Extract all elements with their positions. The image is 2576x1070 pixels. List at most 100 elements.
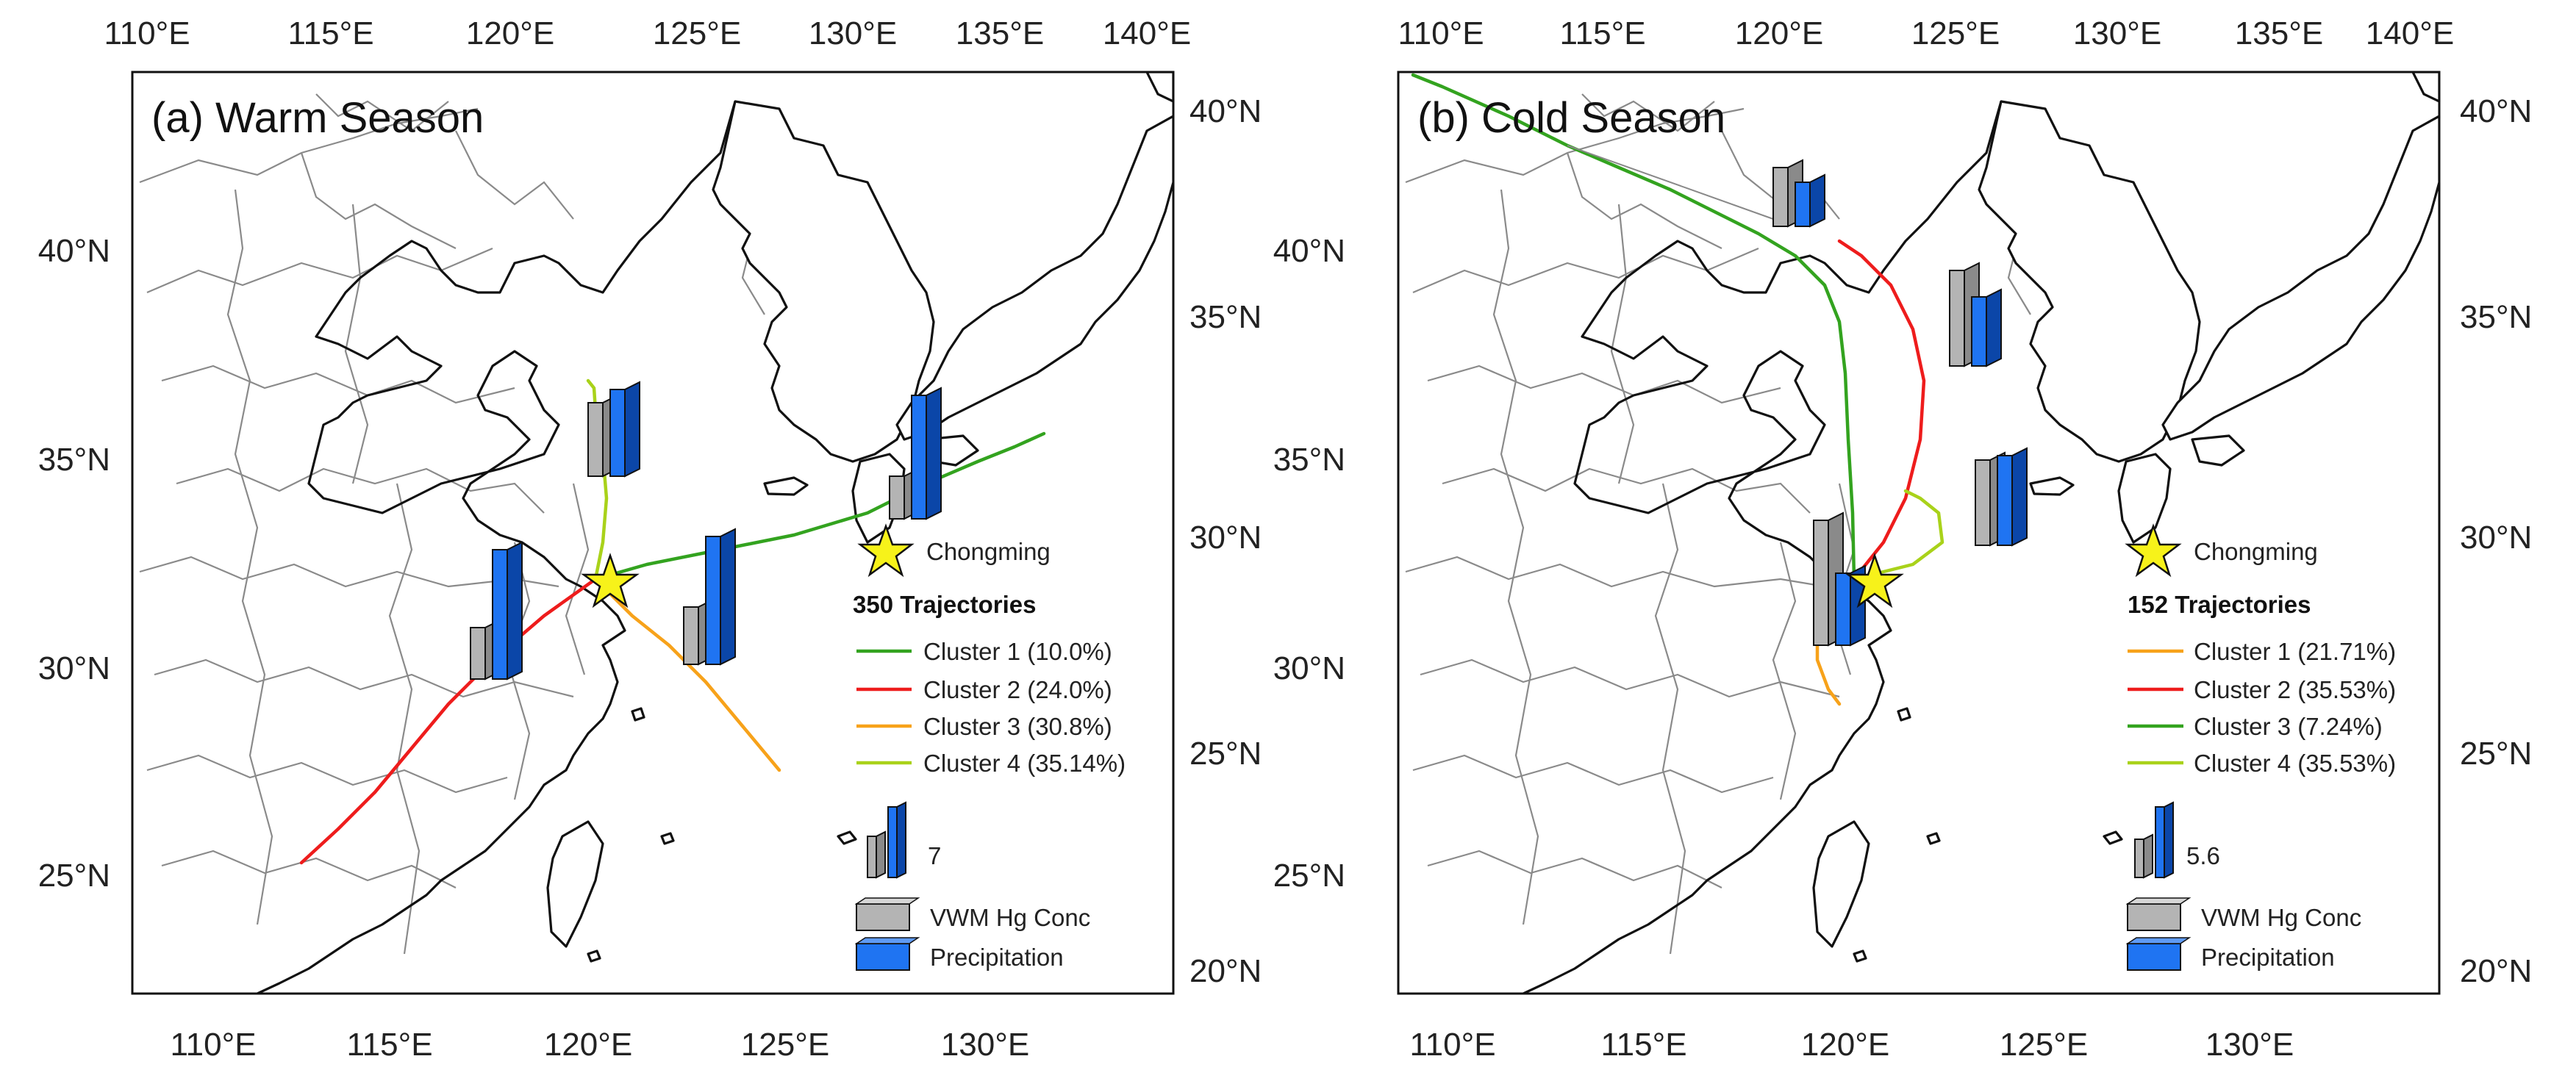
top-tick-120e-b: 120°E <box>1735 15 1823 51</box>
trajectory-count-b: 152 Trajectories <box>2128 591 2311 618</box>
map-frame-b: Chongming 152 Trajectories Cluster 1 (21… <box>1404 72 2439 994</box>
top-tick-135e: 135°E <box>956 15 1044 51</box>
top-tick-115e-b: 115°E <box>1559 15 1645 51</box>
legend-scale-bars-b <box>2134 801 2174 879</box>
bottom-tick-110e-b: 110°E <box>1409 1027 1495 1063</box>
scale-label: 7 <box>928 842 941 869</box>
left-tick-35n: 35°N <box>38 442 110 478</box>
bar-pair-cluster-1 <box>889 387 942 520</box>
legend-swatch-conc <box>856 903 910 931</box>
legend-label-cluster-4-b: Cluster 4 (35.53%) <box>2194 750 2396 777</box>
legend-swatch-conc-b <box>2127 903 2181 931</box>
trajectory-cluster-2 <box>299 577 598 865</box>
panel-title-a: (a) Warm Season <box>151 94 484 142</box>
top-tick-130e: 130°E <box>809 15 897 51</box>
map-border-b <box>1397 71 2441 995</box>
left-tick-30n-b: 30°N <box>1273 650 1345 686</box>
right-tick-30n: 30°N <box>1189 520 1262 556</box>
bottom-tick-130e: 130°E <box>941 1027 1029 1063</box>
right-tick-35n-b: 35°N <box>2460 299 2532 335</box>
legend-star-icon-b <box>2125 523 2182 578</box>
legend-label-conc-b: VWM Hg Conc <box>2201 904 2361 931</box>
panel-title-b: (b) Cold Season <box>1417 94 1725 142</box>
trajectory-cluster-4 <box>1852 489 1944 581</box>
legend-swatch-precip <box>856 943 910 971</box>
top-tick-140e-b: 140°E <box>2366 15 2454 51</box>
right-tick-20n: 20°N <box>1189 953 1262 989</box>
legend-label-cluster-1: Cluster 1 (10.0%) <box>923 638 1112 665</box>
trajectory-count: 350 Trajectories <box>853 591 1037 618</box>
top-tick-120e: 120°E <box>466 15 554 51</box>
map-border-a <box>131 71 1175 995</box>
left-tick-25n-b: 25°N <box>1273 858 1345 894</box>
legend-scale-bars <box>867 801 906 879</box>
right-tick-25n: 25°N <box>1189 736 1262 772</box>
right-latitude-axis: 40°N 35°N 30°N 25°N 20°N <box>1189 93 1262 989</box>
legend-label-cluster-2: Cluster 2 (24.0%) <box>923 676 1112 703</box>
right-tick-20n-b: 20°N <box>2460 953 2532 989</box>
top-longitude-axis: 110°E 115°E 120°E 125°E 130°E 135°E 140°… <box>104 15 1191 51</box>
right-tick-30n-b: 30°N <box>2460 520 2532 556</box>
legend-star-icon <box>857 523 915 578</box>
left-latitude-axis-b: 40°N 35°N 30°N 25°N <box>1273 233 1345 894</box>
panel-warm-season: 110°E 115°E 120°E 125°E 130°E 135°E 140°… <box>38 15 1262 1063</box>
bottom-tick-120e: 120°E <box>544 1027 632 1063</box>
bottom-tick-115e: 115°E <box>346 1027 432 1063</box>
trajectory-cluster-1 <box>593 431 1046 581</box>
bottom-longitude-axis-b: 110°E 115°E 120°E 125°E 130°E <box>1409 1027 2294 1063</box>
legend-label-cluster-3: Cluster 3 (30.8%) <box>923 713 1112 740</box>
top-tick-110e: 110°E <box>104 15 190 51</box>
bar-pair-cluster-3 <box>1772 159 1825 228</box>
bottom-tick-125e-b: 125°E <box>2000 1027 2088 1063</box>
bar-pair-cluster-3 <box>683 528 736 666</box>
legend-label-cluster-2-b: Cluster 2 (35.53%) <box>2194 676 2396 703</box>
legend-label-cluster-1-b: Cluster 1 (21.71%) <box>2194 638 2396 665</box>
top-tick-130e-b: 130°E <box>2073 15 2161 51</box>
bottom-tick-130e-b: 130°E <box>2205 1027 2294 1063</box>
legend-label-cluster-4: Cluster 4 (35.14%) <box>923 750 1126 777</box>
panel-cold-season: 110°E 115°E 120°E 125°E 130°E 135°E 140°… <box>1273 15 2533 1063</box>
left-tick-40n: 40°N <box>38 233 110 269</box>
bottom-tick-110e: 110°E <box>170 1027 256 1063</box>
left-tick-25n: 25°N <box>38 858 110 894</box>
site-label: Chongming <box>926 538 1051 565</box>
right-latitude-axis-b: 40°N 35°N 30°N 25°N 20°N <box>2460 93 2532 989</box>
legend-swatch-precip-b <box>2127 943 2181 971</box>
trajectory-cluster-2 <box>1837 239 1926 581</box>
legend-b: Chongming 152 Trajectories Cluster 1 (21… <box>2125 523 2396 971</box>
top-tick-115e: 115°E <box>287 15 373 51</box>
bar-pair-cluster-2 <box>1949 262 2002 367</box>
right-tick-40n-b: 40°N <box>2460 93 2532 129</box>
legend-a: Chongming 350 Trajectories Cluster 1 (10… <box>853 523 1126 971</box>
right-tick-40n: 40°N <box>1189 93 1262 129</box>
trajectory-cluster-3 <box>1411 73 1856 581</box>
bar-pair-cluster-2 <box>470 541 523 681</box>
basemap-b <box>1404 72 2439 994</box>
top-tick-125e: 125°E <box>653 15 741 51</box>
left-tick-35n-b: 35°N <box>1273 442 1345 478</box>
bar-pair-cluster-4 <box>587 381 640 478</box>
site-label-b: Chongming <box>2194 538 2318 565</box>
top-tick-125e-b: 125°E <box>1911 15 2000 51</box>
top-longitude-axis-b: 110°E 115°E 120°E 125°E 130°E 135°E 140°… <box>1398 15 2454 51</box>
legend-label-precip: Precipitation <box>930 944 1064 971</box>
bottom-tick-120e-b: 120°E <box>1801 1027 1889 1063</box>
left-tick-40n-b: 40°N <box>1273 233 1345 269</box>
left-latitude-axis: 40°N 35°N 30°N 25°N <box>38 233 110 894</box>
scale-label-b: 5.6 <box>2186 842 2220 869</box>
top-tick-135e-b: 135°E <box>2235 15 2323 51</box>
bottom-tick-115e-b: 115°E <box>1600 1027 1686 1063</box>
legend-label-precip-b: Precipitation <box>2201 944 2335 971</box>
right-tick-35n: 35°N <box>1189 299 1262 335</box>
top-tick-140e: 140°E <box>1103 15 1191 51</box>
bottom-longitude-axis: 110°E 115°E 120°E 125°E 130°E <box>170 1027 1029 1063</box>
top-tick-110e-b: 110°E <box>1398 15 1484 51</box>
site-star-chongming <box>581 553 640 608</box>
left-tick-30n: 30°N <box>38 650 110 686</box>
bar-pair-cluster-4 <box>1975 447 2028 547</box>
legend-label-conc: VWM Hg Conc <box>930 904 1090 931</box>
bottom-tick-125e: 125°E <box>741 1027 829 1063</box>
basemap-a <box>138 72 1173 994</box>
right-tick-25n-b: 25°N <box>2460 736 2532 772</box>
